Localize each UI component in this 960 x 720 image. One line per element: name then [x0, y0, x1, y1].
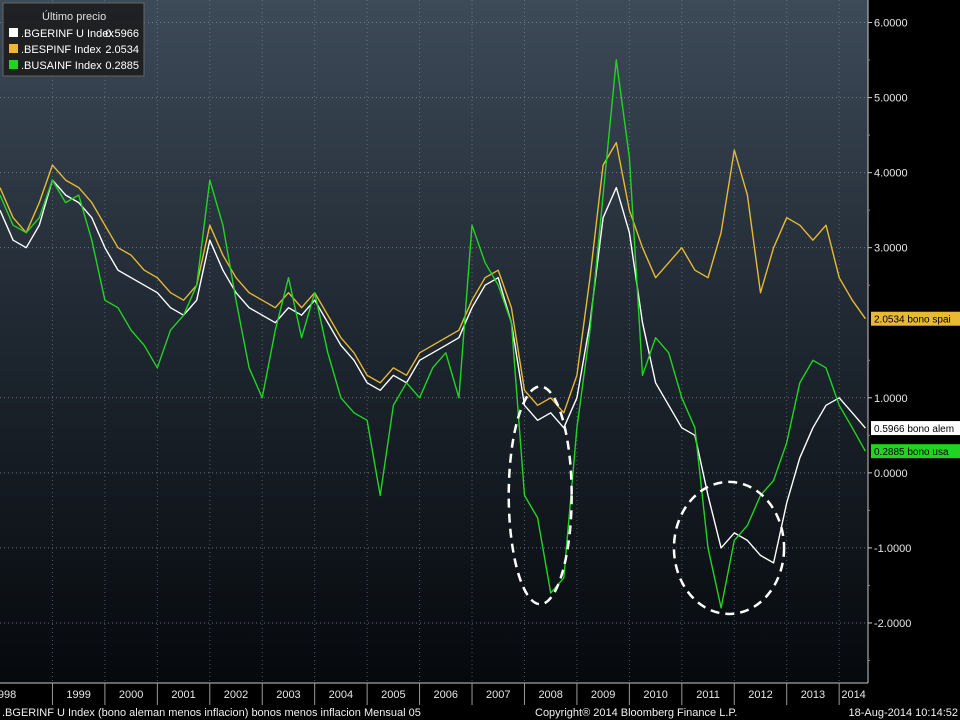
y-tick-label: 0.0000: [874, 468, 908, 480]
y-tick-label: 5.0000: [874, 93, 908, 105]
y-tick-label: 1.0000: [874, 393, 908, 405]
last-value-tag: 0.5966 bono alem: [871, 421, 960, 436]
x-tick-label: 2012: [748, 689, 772, 701]
legend-value-ger: 0.5966: [105, 28, 139, 40]
legend-label-usa: .BUSAINF Index: [21, 60, 102, 72]
footer-band: [0, 705, 960, 720]
legend-value-usa: 0.2885: [105, 60, 139, 72]
x-tick-label: 2005: [381, 689, 405, 701]
tag-background: [871, 421, 960, 436]
tag-label: 0.5966 bono alem: [874, 424, 954, 435]
last-value-tag: 2.0534 bono spai: [871, 311, 960, 326]
gridlines: [0, 0, 868, 683]
series-line-busainfindex: [0, 59, 867, 609]
legend-entry-ger: .BGERINF U Index 0.5966: [9, 28, 139, 40]
x-tick-label: 2000: [119, 689, 143, 701]
x-tick-label: 2006: [434, 689, 458, 701]
x-tick-label: 2011: [696, 689, 720, 701]
dashed-ellipse-annotation: [507, 385, 573, 606]
x-tick-label: 2001: [171, 689, 195, 701]
x-tick-label: 1999: [66, 689, 90, 701]
x-tick-label: 2004: [329, 689, 353, 701]
x-axis-band: [0, 683, 868, 705]
legend: Último precio .BGERINF U Index 0.5966 .B…: [2, 2, 145, 77]
tag-label: 2.0534 bono spai: [874, 315, 951, 326]
last-value-tags: 2.0534 bono spai 0.5966 bono alem 0.2885 b…: [871, 311, 960, 459]
x-tick-label: 2013: [801, 689, 825, 701]
x-tick-label: 2010: [643, 689, 667, 701]
legend-label-esp: .BESPINF Index: [21, 44, 102, 56]
tag-background: [871, 311, 960, 326]
y-tick-label: 4.0000: [874, 168, 908, 180]
x-tick-label: 2003: [276, 689, 300, 701]
x-tick-label: 2009: [591, 689, 615, 701]
x-tick-label: 2014: [841, 689, 865, 701]
tag-background: [871, 444, 960, 459]
x-tick-label: 2002: [224, 689, 248, 701]
footer-left: .BGERINF U Index (bono aleman menos infl…: [2, 707, 421, 719]
footer-right: 18-Aug-2014 10:14:52: [849, 707, 958, 719]
legend-entry-usa: .BUSAINF Index 0.2885: [9, 60, 139, 72]
footer-center: Copyright® 2014 Bloomberg Finance L.P.: [535, 707, 737, 719]
y-tick-label: 6.0000: [874, 18, 908, 30]
y-axis-ticks: 6.0000 5.0000 4.0000 3.0000 1.0000 0.0000 -1.0…: [868, 18, 911, 661]
legend-swatch-esp: [9, 44, 18, 53]
y-tick-label: -2.0000: [874, 618, 911, 630]
annotations: [507, 385, 786, 616]
tag-label: 0.2885 bono usa: [874, 447, 949, 458]
plot-background: [0, 0, 868, 683]
series-lines: [0, 59, 867, 609]
y-tick-label: -1.0000: [874, 543, 911, 555]
legend-title: Último precio: [42, 10, 106, 23]
dashed-ellipse-annotation: [672, 480, 786, 616]
legend-swatch-ger: [9, 28, 18, 37]
x-tick-label: 2007: [486, 689, 510, 701]
x-axis-ticks: 1998 1999 2000 2001 2002 2003 2004 2005 2006 2007…: [0, 683, 866, 705]
y-axis-panel: [868, 0, 960, 683]
x-tick-label: 1998: [0, 689, 16, 701]
legend-entry-esp: .BESPINF Index 2.0534: [9, 44, 139, 56]
y-tick-label: 3.0000: [874, 243, 908, 255]
legend-value-esp: 2.0534: [105, 44, 139, 56]
legend-box: [2, 2, 145, 77]
legend-swatch-usa: [9, 60, 18, 69]
last-value-tag: 0.2885 bono usa: [871, 444, 960, 459]
series-line-bgerinfuindex: [0, 179, 866, 564]
x-tick-label: 2008: [538, 689, 562, 701]
legend-label-ger: .BGERINF U Index: [21, 28, 114, 40]
series-line-bespinfindex: [0, 141, 866, 414]
